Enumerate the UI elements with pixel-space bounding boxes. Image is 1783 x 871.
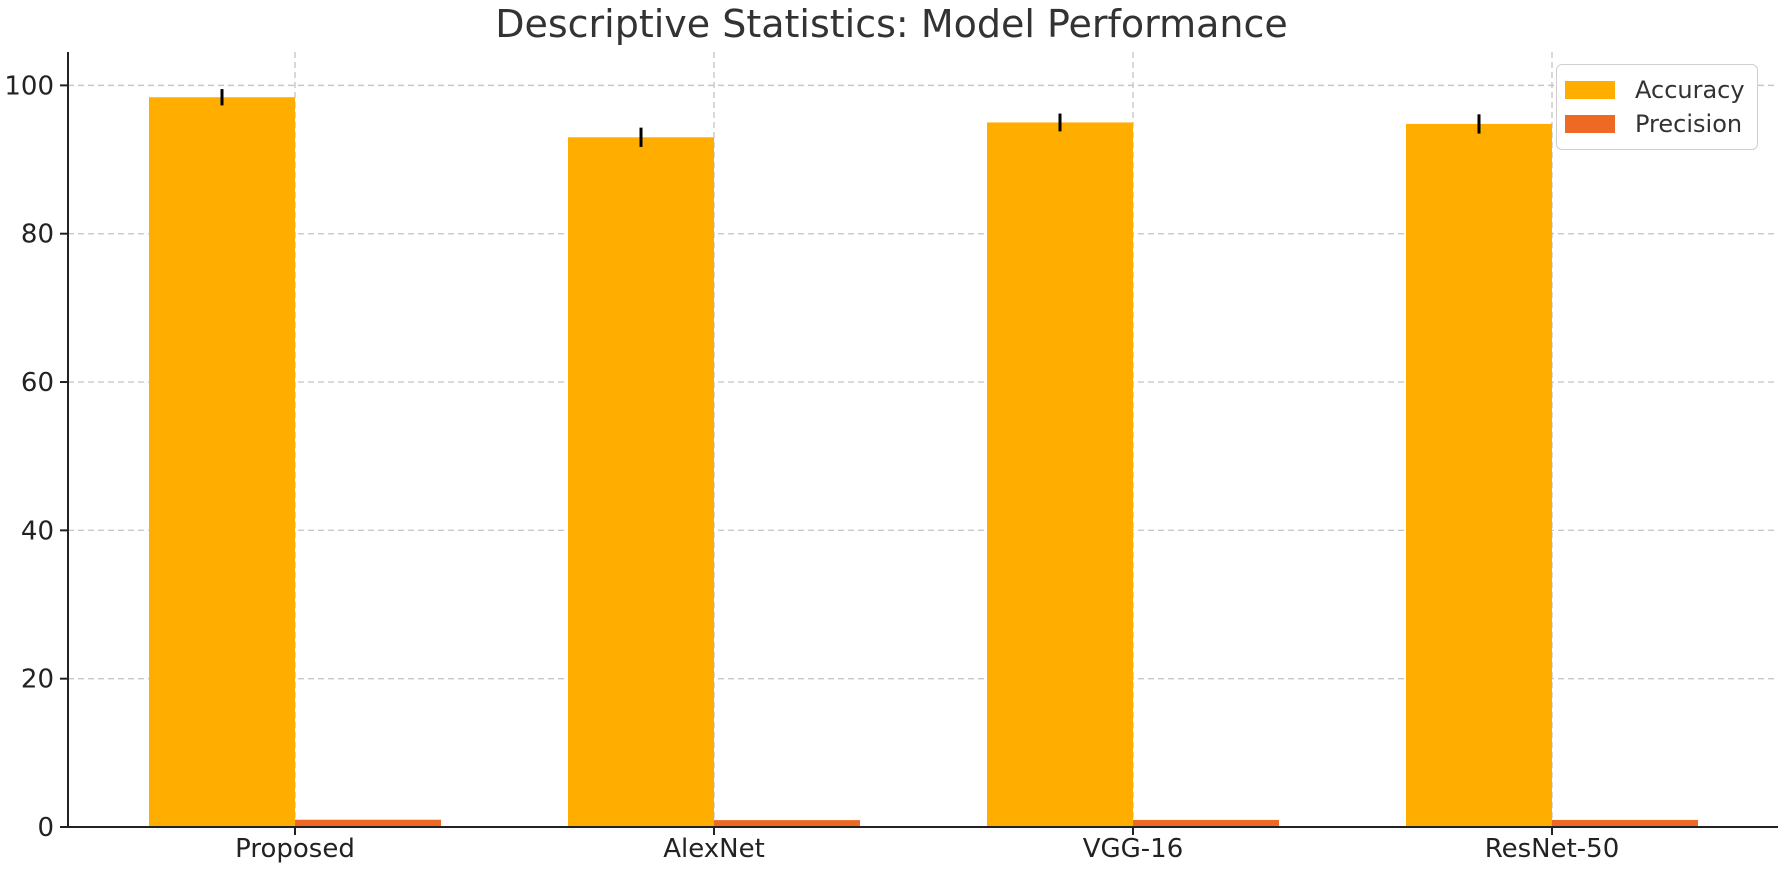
bar-precision-resnet-50 xyxy=(1552,819,1698,827)
y-tick-label-20: 20 xyxy=(21,665,54,695)
legend-item-precision: Precision xyxy=(1565,109,1742,139)
bar-accuracy-vgg-16 xyxy=(987,122,1133,828)
legend: Accuracy Precision xyxy=(1556,64,1758,150)
bars xyxy=(149,89,1698,828)
x-tick-label-alexnet: AlexNet xyxy=(663,834,765,864)
bar-precision-vgg-16 xyxy=(1133,819,1279,827)
legend-label-accuracy: Accuracy xyxy=(1635,76,1745,104)
chart-title: Descriptive Statistics: Model Performanc… xyxy=(495,2,1288,46)
legend-swatch-precision xyxy=(1565,115,1615,133)
axes: 0 20 40 60 80 100 Proposed AlexNet VGG-16 ResNet-… xyxy=(4,52,1778,864)
y-tick-label-0: 0 xyxy=(37,813,54,843)
y-tick-label-40: 40 xyxy=(21,516,54,546)
x-tick-label-vgg-16: VGG-16 xyxy=(1083,834,1184,864)
x-tick-label-resnet-50: ResNet-50 xyxy=(1485,834,1620,864)
legend-label-precision: Precision xyxy=(1635,110,1743,138)
bar-precision-proposed xyxy=(295,819,441,827)
y-tick-label-60: 60 xyxy=(21,368,54,398)
y-tick-label-80: 80 xyxy=(21,220,54,250)
y-tick-label-100: 100 xyxy=(4,71,54,101)
bar-accuracy-alexnet xyxy=(568,137,714,827)
legend-item-accuracy: Accuracy xyxy=(1565,75,1745,105)
bar-accuracy-proposed xyxy=(149,97,295,827)
bar-precision-alexnet xyxy=(714,820,860,827)
x-tick-label-proposed: Proposed xyxy=(235,834,355,864)
bar-accuracy-resnet-50 xyxy=(1406,123,1552,827)
legend-swatch-accuracy xyxy=(1565,81,1615,99)
